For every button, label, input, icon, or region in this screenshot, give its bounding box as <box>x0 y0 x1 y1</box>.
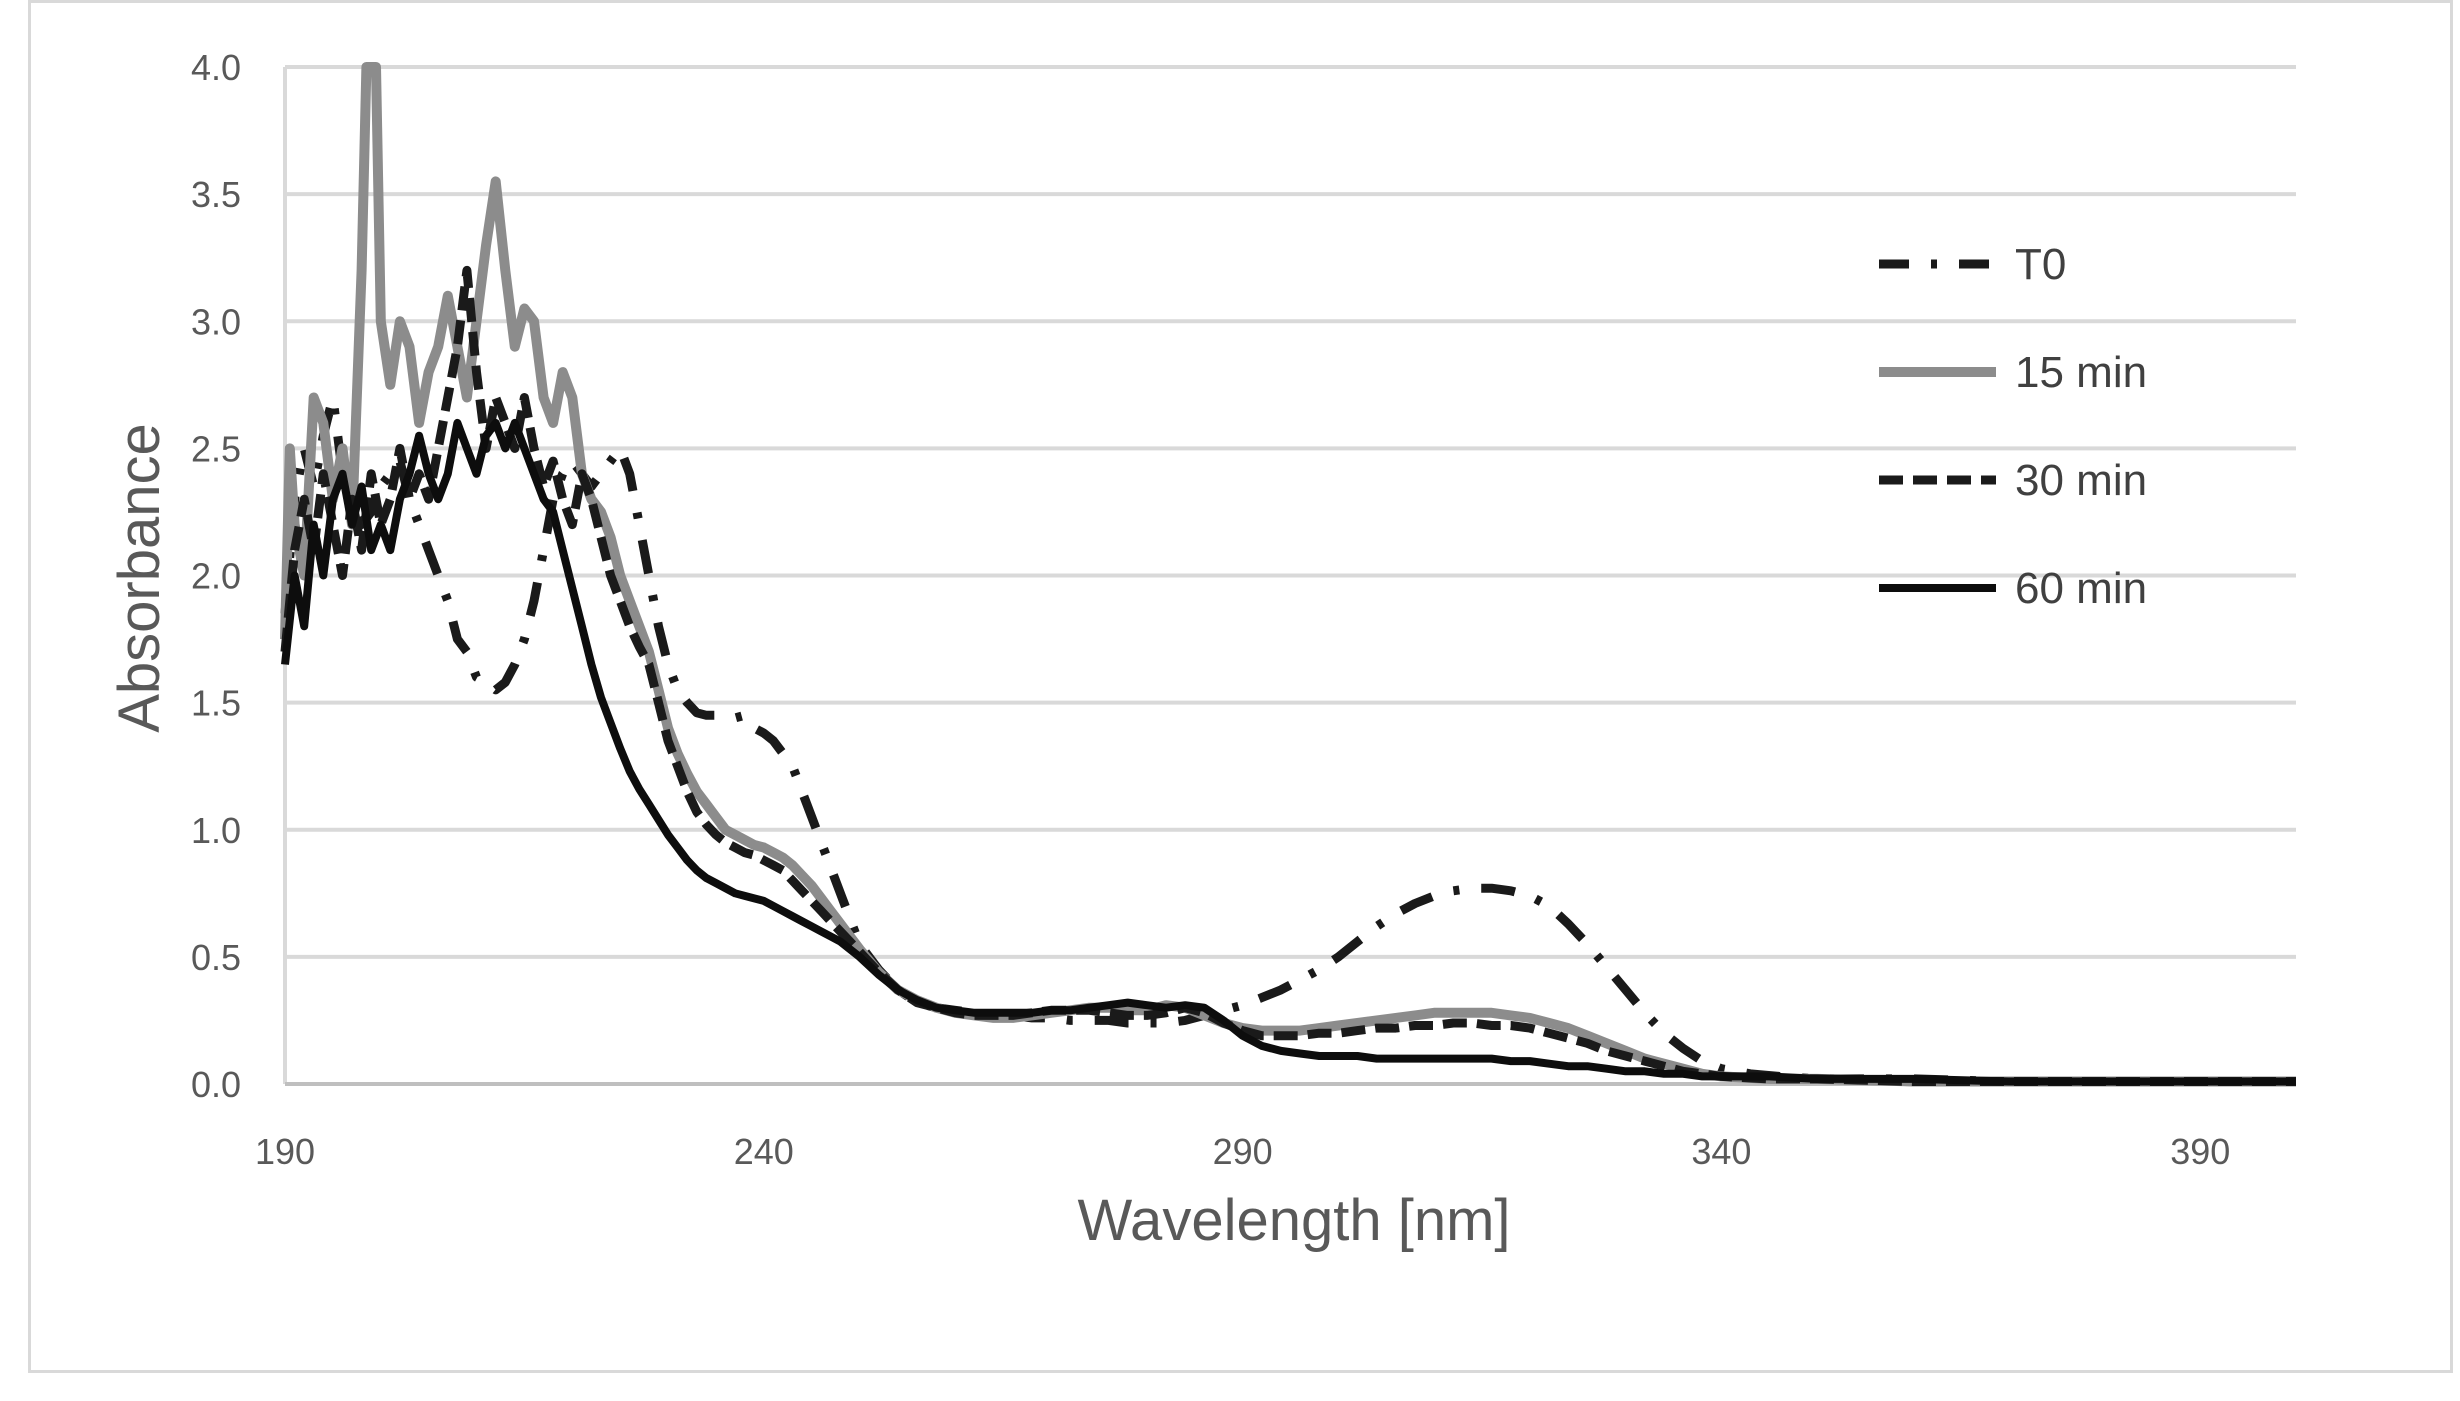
y-tick-label: 0.0 <box>191 1064 241 1105</box>
y-tick-label: 0.5 <box>191 937 241 978</box>
x-tick-label: 240 <box>734 1131 794 1172</box>
series-line-15-min <box>280 62 2296 1087</box>
x-tick-label: 190 <box>255 1131 315 1172</box>
y-tick-label: 2.5 <box>191 428 241 469</box>
y-tick-label: 3.0 <box>191 301 241 342</box>
chart-frame: 0.0 0.5 1.0 1.5 2.0 2.5 3.0 3.5 4.0 190 240 290 340 3… <box>28 0 2453 1373</box>
legend-label: 30 min <box>2015 456 2147 505</box>
y-tick-label: 1.5 <box>191 683 241 724</box>
chart: 0.0 0.5 1.0 1.5 2.0 2.5 3.0 3.5 4.0 190 240 290 340 3… <box>107 47 2296 1253</box>
series-line-t0 <box>280 393 2296 1086</box>
legend-label: 60 min <box>2015 564 2147 613</box>
x-axis-title: Wavelength [nm] <box>1077 1188 1510 1253</box>
y-axis-title: Absorbance <box>107 423 172 733</box>
series-line-60-min <box>281 418 2296 1086</box>
tick-labels: 0.0 0.5 1.0 1.5 2.0 2.5 3.0 3.5 4.0 190 240 290 340 3… <box>191 47 2230 1172</box>
y-tick-label: 3.5 <box>191 174 241 215</box>
x-tick-label: 390 <box>2170 1131 2230 1172</box>
x-tick-label: 290 <box>1213 1131 1273 1172</box>
y-tick-label: 4.0 <box>191 47 241 88</box>
gridlines <box>285 65 2296 959</box>
y-tick-label: 1.0 <box>191 810 241 851</box>
legend: T0 15 min 30 min 60 min <box>1879 240 2147 613</box>
y-tick-label: 2.0 <box>191 556 241 597</box>
series-lines <box>280 62 2296 1087</box>
series-line-30-min <box>280 265 2296 1086</box>
legend-label: 15 min <box>2015 348 2147 397</box>
legend-label: T0 <box>2015 240 2066 289</box>
x-tick-label: 340 <box>1691 1131 1751 1172</box>
